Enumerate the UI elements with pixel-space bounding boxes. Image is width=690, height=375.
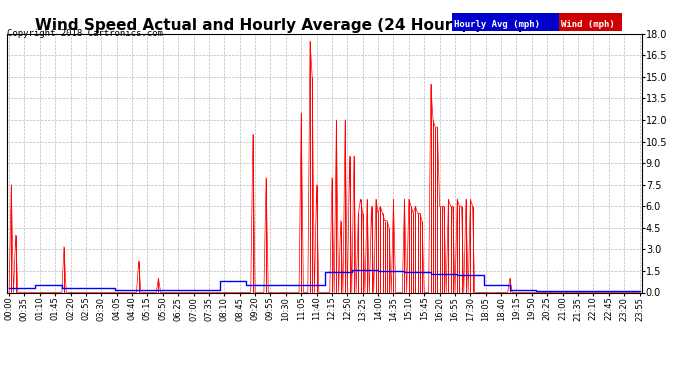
Text: Hourly Avg (mph): Hourly Avg (mph) [454, 20, 540, 29]
Text: Wind (mph): Wind (mph) [561, 20, 615, 29]
Title: Wind Speed Actual and Hourly Average (24 Hours) (New) 20181015: Wind Speed Actual and Hourly Average (24… [34, 18, 614, 33]
Text: Copyright 2018 Cartronics.com: Copyright 2018 Cartronics.com [7, 28, 163, 38]
